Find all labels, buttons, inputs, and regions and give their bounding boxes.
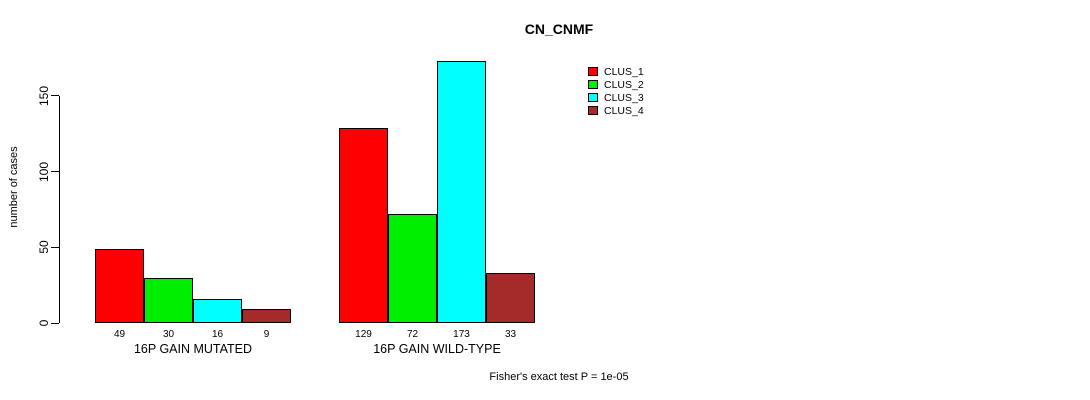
- chart-title: CN_CNMF: [524, 21, 594, 37]
- y-tick-label: 150: [37, 85, 51, 106]
- legend: CLUS_1 CLUS_2 CLUS_3 CLUS_4: [588, 65, 644, 117]
- y-tick-label: 0: [37, 319, 51, 327]
- bar-clus_1-group1: [95, 248, 144, 323]
- bar-value-label: 72: [406, 329, 419, 340]
- legend-swatch-clus_2: [588, 80, 598, 89]
- bar-clus_3-group1: [193, 298, 242, 323]
- legend-label: CLUS_3: [604, 91, 644, 104]
- legend-row: CLUS_3: [588, 91, 644, 104]
- legend-label: CLUS_2: [604, 78, 644, 91]
- bar-value-label: 16: [211, 329, 224, 340]
- bar-value-label: 49: [113, 329, 126, 340]
- legend-row: CLUS_4: [588, 104, 644, 117]
- bar-value-label: 33: [504, 329, 517, 340]
- legend-swatch-clus_3: [588, 93, 598, 102]
- bar-value-label: 30: [162, 329, 175, 340]
- y-tick: [51, 246, 59, 248]
- bar-clus_2-group2: [388, 213, 437, 323]
- y-tick-label: 100: [37, 161, 51, 182]
- bar-clus_1-group2: [339, 127, 388, 323]
- group-label: 16P GAIN MUTATED: [133, 342, 253, 356]
- y-axis-title: number of cases: [8, 146, 20, 228]
- bar-value-label: 129: [355, 329, 372, 340]
- group-label: 16P GAIN WILD-TYPE: [373, 342, 501, 356]
- legend-row: CLUS_1: [588, 65, 644, 78]
- legend-swatch-clus_1: [588, 67, 598, 76]
- bar-clus_4-group2: [486, 273, 535, 323]
- y-tick: [51, 171, 59, 172]
- y-tick: [51, 322, 59, 324]
- fisher-annotation: Fisher's exact test P = 1e-05: [489, 371, 629, 383]
- bar-value-label: 173: [453, 329, 470, 340]
- legend-label: CLUS_4: [604, 104, 644, 117]
- y-tick-label: 50: [37, 240, 51, 254]
- y-tick: [51, 95, 59, 97]
- bar-clus_2-group1: [144, 277, 193, 323]
- bar-value-label: 9: [263, 329, 270, 340]
- legend-row: CLUS_2: [588, 78, 644, 91]
- y-axis-line: [59, 95, 60, 323]
- legend-label: CLUS_1: [604, 65, 644, 78]
- bar-clus_3-group2: [437, 60, 486, 323]
- bar-clus_4-group1: [242, 309, 291, 323]
- legend-swatch-clus_4: [588, 106, 598, 115]
